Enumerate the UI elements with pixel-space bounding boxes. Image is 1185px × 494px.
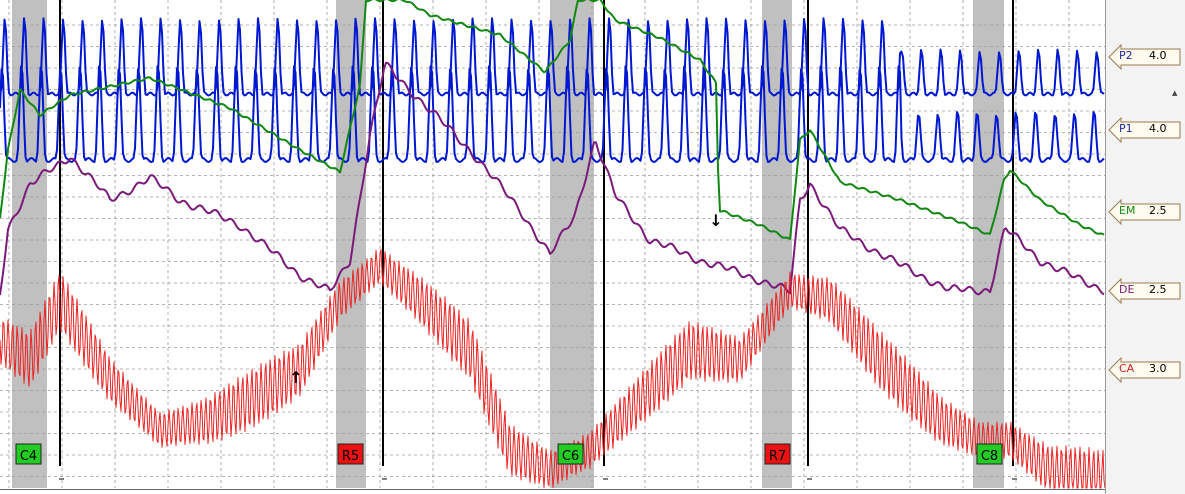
arrow-left-icon: [1108, 199, 1181, 225]
question-label-c6[interactable]: C6: [557, 443, 584, 465]
question-label-box: [764, 443, 791, 465]
question-window-3: [762, 0, 792, 488]
channel-label-em[interactable]: EM 2.5: [1108, 199, 1182, 225]
de-tracing: [0, 61, 1105, 296]
question-label-box: [337, 443, 364, 465]
artifact-marker-1: ↓: [709, 211, 722, 230]
channel-name: EM: [1119, 204, 1136, 217]
channel-label-p2[interactable]: P2 4.0 ▲: [1108, 44, 1182, 97]
question-label-c4[interactable]: C4: [15, 443, 42, 465]
polygraph-chart: ↑ ↓ C4 R5 C6 R7 C8: [0, 0, 1105, 489]
channel-sensitivity: 4.0: [1149, 49, 1167, 62]
question-label-box: [557, 443, 584, 465]
arrow-left-icon: [1108, 357, 1181, 383]
question-label-text: R7: [769, 449, 786, 464]
question-window-4: [973, 0, 1004, 488]
polygraph-chart-area[interactable]: ↑ ↓ C4 R5 C6 R7 C8: [0, 0, 1105, 494]
question-label-text: R5: [342, 449, 359, 464]
channel-name: CA: [1119, 362, 1135, 375]
arrow-left-icon: [1108, 278, 1181, 304]
channel-label-panel: P2 4.0 ▲ P1 4.0 EM 2.5 DE 2.5 CA 3.0: [1105, 0, 1185, 494]
question-label-text: C4: [20, 449, 37, 464]
channel-sensitivity: 2.5: [1149, 204, 1167, 217]
chart-bottom-border: [0, 489, 1105, 490]
p2-tracing: [0, 17, 1105, 97]
scroll-up-icon[interactable]: ▲: [1172, 89, 1178, 97]
ca-tracing: [0, 248, 1105, 489]
question-label-c8[interactable]: C8: [976, 443, 1003, 465]
artifact-marker-0: ↑: [289, 368, 302, 387]
question-label-r5[interactable]: R5: [337, 443, 364, 465]
arrow-left-icon: [1108, 117, 1181, 143]
channel-sensitivity: 4.0: [1149, 122, 1167, 135]
question-label-box: [976, 443, 1003, 465]
channel-name: P2: [1119, 49, 1133, 62]
question-label-box: [15, 443, 42, 465]
channel-label-de[interactable]: DE 2.5: [1108, 278, 1182, 304]
channel-sensitivity: 3.0: [1149, 362, 1167, 375]
p1-tracing: [0, 65, 1105, 163]
arrow-left-icon: [1108, 44, 1181, 70]
channel-name: P1: [1119, 122, 1133, 135]
question-label-text: C8: [981, 449, 998, 464]
channel-label-p1[interactable]: P1 4.0: [1108, 117, 1182, 143]
question-label-text: C6: [562, 449, 579, 464]
question-label-r7[interactable]: R7: [764, 443, 791, 465]
channel-sensitivity: 2.5: [1149, 283, 1167, 296]
em-tracing: [0, 0, 1105, 241]
channel-name: DE: [1119, 283, 1135, 296]
channel-label-ca[interactable]: CA 3.0: [1108, 357, 1182, 383]
